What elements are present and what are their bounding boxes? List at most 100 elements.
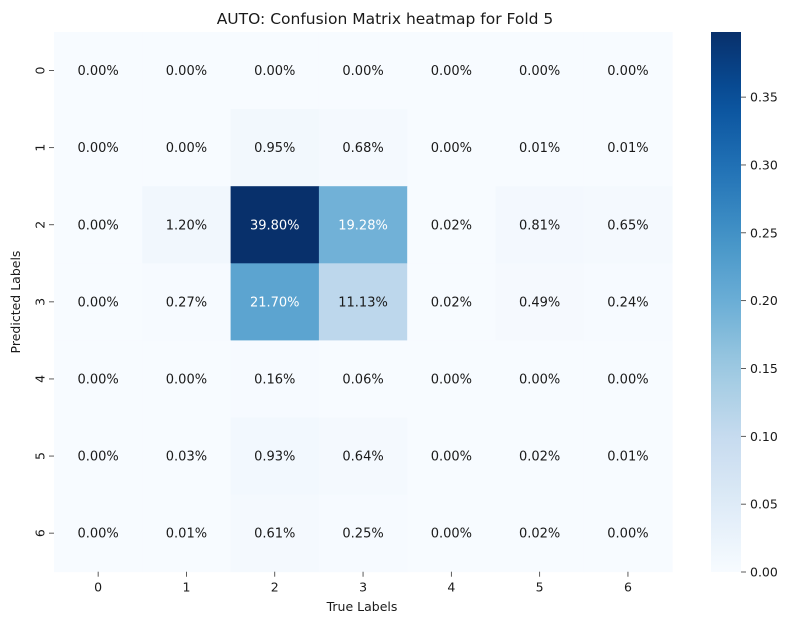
cell-annotation: 0.00% xyxy=(166,141,207,156)
cell-annotation: 0.49% xyxy=(519,295,560,310)
heatmap-cell xyxy=(583,32,673,110)
heatmap-cell xyxy=(142,417,232,496)
heatmap-cell xyxy=(142,263,232,341)
cell-annotation: 39.80% xyxy=(250,218,300,233)
heatmap-cell xyxy=(54,340,143,418)
heatmap-cell xyxy=(318,417,408,496)
cell-annotation: 0.01% xyxy=(607,141,648,156)
heatmap-cell xyxy=(54,494,143,573)
cell-annotation: 0.00% xyxy=(342,64,383,79)
cell-annotation: 0.00% xyxy=(77,450,118,465)
heatmap-cell xyxy=(495,32,585,110)
heatmap-cell xyxy=(230,263,320,341)
colorbar-tick-label: 0.20 xyxy=(750,293,778,308)
heatmap-cell xyxy=(142,186,232,264)
cell-annotation: 0.65% xyxy=(607,218,648,233)
cell-annotation: 0.00% xyxy=(77,527,118,542)
cell-annotation: 0.01% xyxy=(519,141,560,156)
heatmap-cell xyxy=(407,340,496,418)
heatmap-cell xyxy=(54,32,143,110)
cell-annotation: 0.02% xyxy=(519,527,560,542)
heatmap-cell xyxy=(583,263,673,341)
heatmap-cell xyxy=(583,109,673,187)
heatmap-cell xyxy=(583,494,673,573)
colorbar-tick-label: 0.10 xyxy=(750,429,778,444)
cell-annotation: 0.00% xyxy=(607,64,648,79)
heatmap-cell xyxy=(318,263,408,341)
y-axis-label: Predicted Labels xyxy=(8,251,23,354)
heatmap-cell xyxy=(495,263,585,341)
heatmap-cell xyxy=(54,109,143,187)
heatmap-cell xyxy=(583,417,673,496)
colorbar-tick-label: 0.25 xyxy=(750,225,778,240)
heatmap-cell xyxy=(495,340,585,418)
cell-annotation: 0.61% xyxy=(254,527,295,542)
cell-annotation: 0.00% xyxy=(166,372,207,387)
x-tick-label: 0 xyxy=(94,580,102,595)
chart-title: AUTO: Confusion Matrix heatmap for Fold … xyxy=(217,10,554,28)
cell-annotation: 0.00% xyxy=(77,64,118,79)
colorbar: 0.00 0.05 0.10 0.15 0.20 0.25 0.30 0.35 xyxy=(711,32,778,580)
x-tick-label: 1 xyxy=(182,580,190,595)
cell-annotation: 0.00% xyxy=(77,295,118,310)
colorbar-tick-label: 0.35 xyxy=(750,90,778,105)
cell-annotation: 0.00% xyxy=(519,372,560,387)
y-tick-label: 0 xyxy=(33,67,48,75)
heatmap-cell xyxy=(407,417,496,496)
cell-annotation: 0.93% xyxy=(254,450,295,465)
cell-annotation: 0.00% xyxy=(77,372,118,387)
cell-annotation: 0.00% xyxy=(607,372,648,387)
heatmap-cell xyxy=(495,494,585,573)
x-tick-label: 2 xyxy=(271,580,279,595)
y-tick-label: 6 xyxy=(33,529,48,537)
heatmap-cell xyxy=(230,186,320,264)
cell-annotation: 0.01% xyxy=(607,450,648,465)
colorbar-gradient xyxy=(711,32,741,572)
x-axis-label: True Labels xyxy=(326,599,398,614)
cell-annotation: 0.24% xyxy=(607,295,648,310)
y-tick-label: 4 xyxy=(33,375,48,383)
heatmap-cell xyxy=(318,494,408,573)
heatmap-cell xyxy=(54,417,143,496)
cell-annotation: 0.27% xyxy=(166,295,207,310)
cell-annotation: 0.00% xyxy=(519,64,560,79)
x-axis-ticks: 0 1 2 3 4 5 6 xyxy=(94,571,632,595)
y-tick-label: 3 xyxy=(33,298,48,306)
cell-annotation: 0.00% xyxy=(431,450,472,465)
cell-annotation: 0.00% xyxy=(431,372,472,387)
heatmap-cell xyxy=(318,340,408,418)
cell-annotation: 0.03% xyxy=(166,450,207,465)
heatmap-cell xyxy=(407,494,496,573)
heatmap-cell-labels: 0.00% 0.00% 0.00% 0.00% 0.00% 0.00% 0.00% 0.00%… xyxy=(77,64,648,542)
cell-annotation: 0.06% xyxy=(342,372,383,387)
heatmap-cell xyxy=(407,263,496,341)
cell-annotation: 0.00% xyxy=(431,527,472,542)
heatmap-cells xyxy=(54,32,673,573)
y-axis-ticks: 0 1 2 3 4 5 6 xyxy=(33,67,54,537)
cell-annotation: 0.00% xyxy=(77,218,118,233)
heatmap-cell xyxy=(583,340,673,418)
heatmap-cell xyxy=(407,186,496,264)
heatmap-cell xyxy=(142,32,232,110)
heatmap-cell xyxy=(230,494,320,573)
cell-annotation: 0.00% xyxy=(166,64,207,79)
cell-annotation: 0.00% xyxy=(77,141,118,156)
cell-annotation: 0.81% xyxy=(519,218,560,233)
cell-annotation: 0.16% xyxy=(254,372,295,387)
x-tick-label: 4 xyxy=(447,580,455,595)
heatmap-cell xyxy=(142,340,232,418)
heatmap-cell xyxy=(230,340,320,418)
colorbar-tick-label: 0.15 xyxy=(750,361,778,376)
cell-annotation: 0.64% xyxy=(342,450,383,465)
heatmap-cell xyxy=(495,417,585,496)
cell-annotation: 0.95% xyxy=(254,141,295,156)
y-tick-label: 2 xyxy=(33,221,48,229)
colorbar-tick-label: 0.05 xyxy=(750,497,778,512)
cell-annotation: 1.20% xyxy=(166,218,207,233)
heatmap-cell xyxy=(230,109,320,187)
cell-annotation: 0.00% xyxy=(607,527,648,542)
cell-annotation: 0.00% xyxy=(254,64,295,79)
cell-annotation: 0.01% xyxy=(166,527,207,542)
heatmap-cell xyxy=(318,186,408,264)
